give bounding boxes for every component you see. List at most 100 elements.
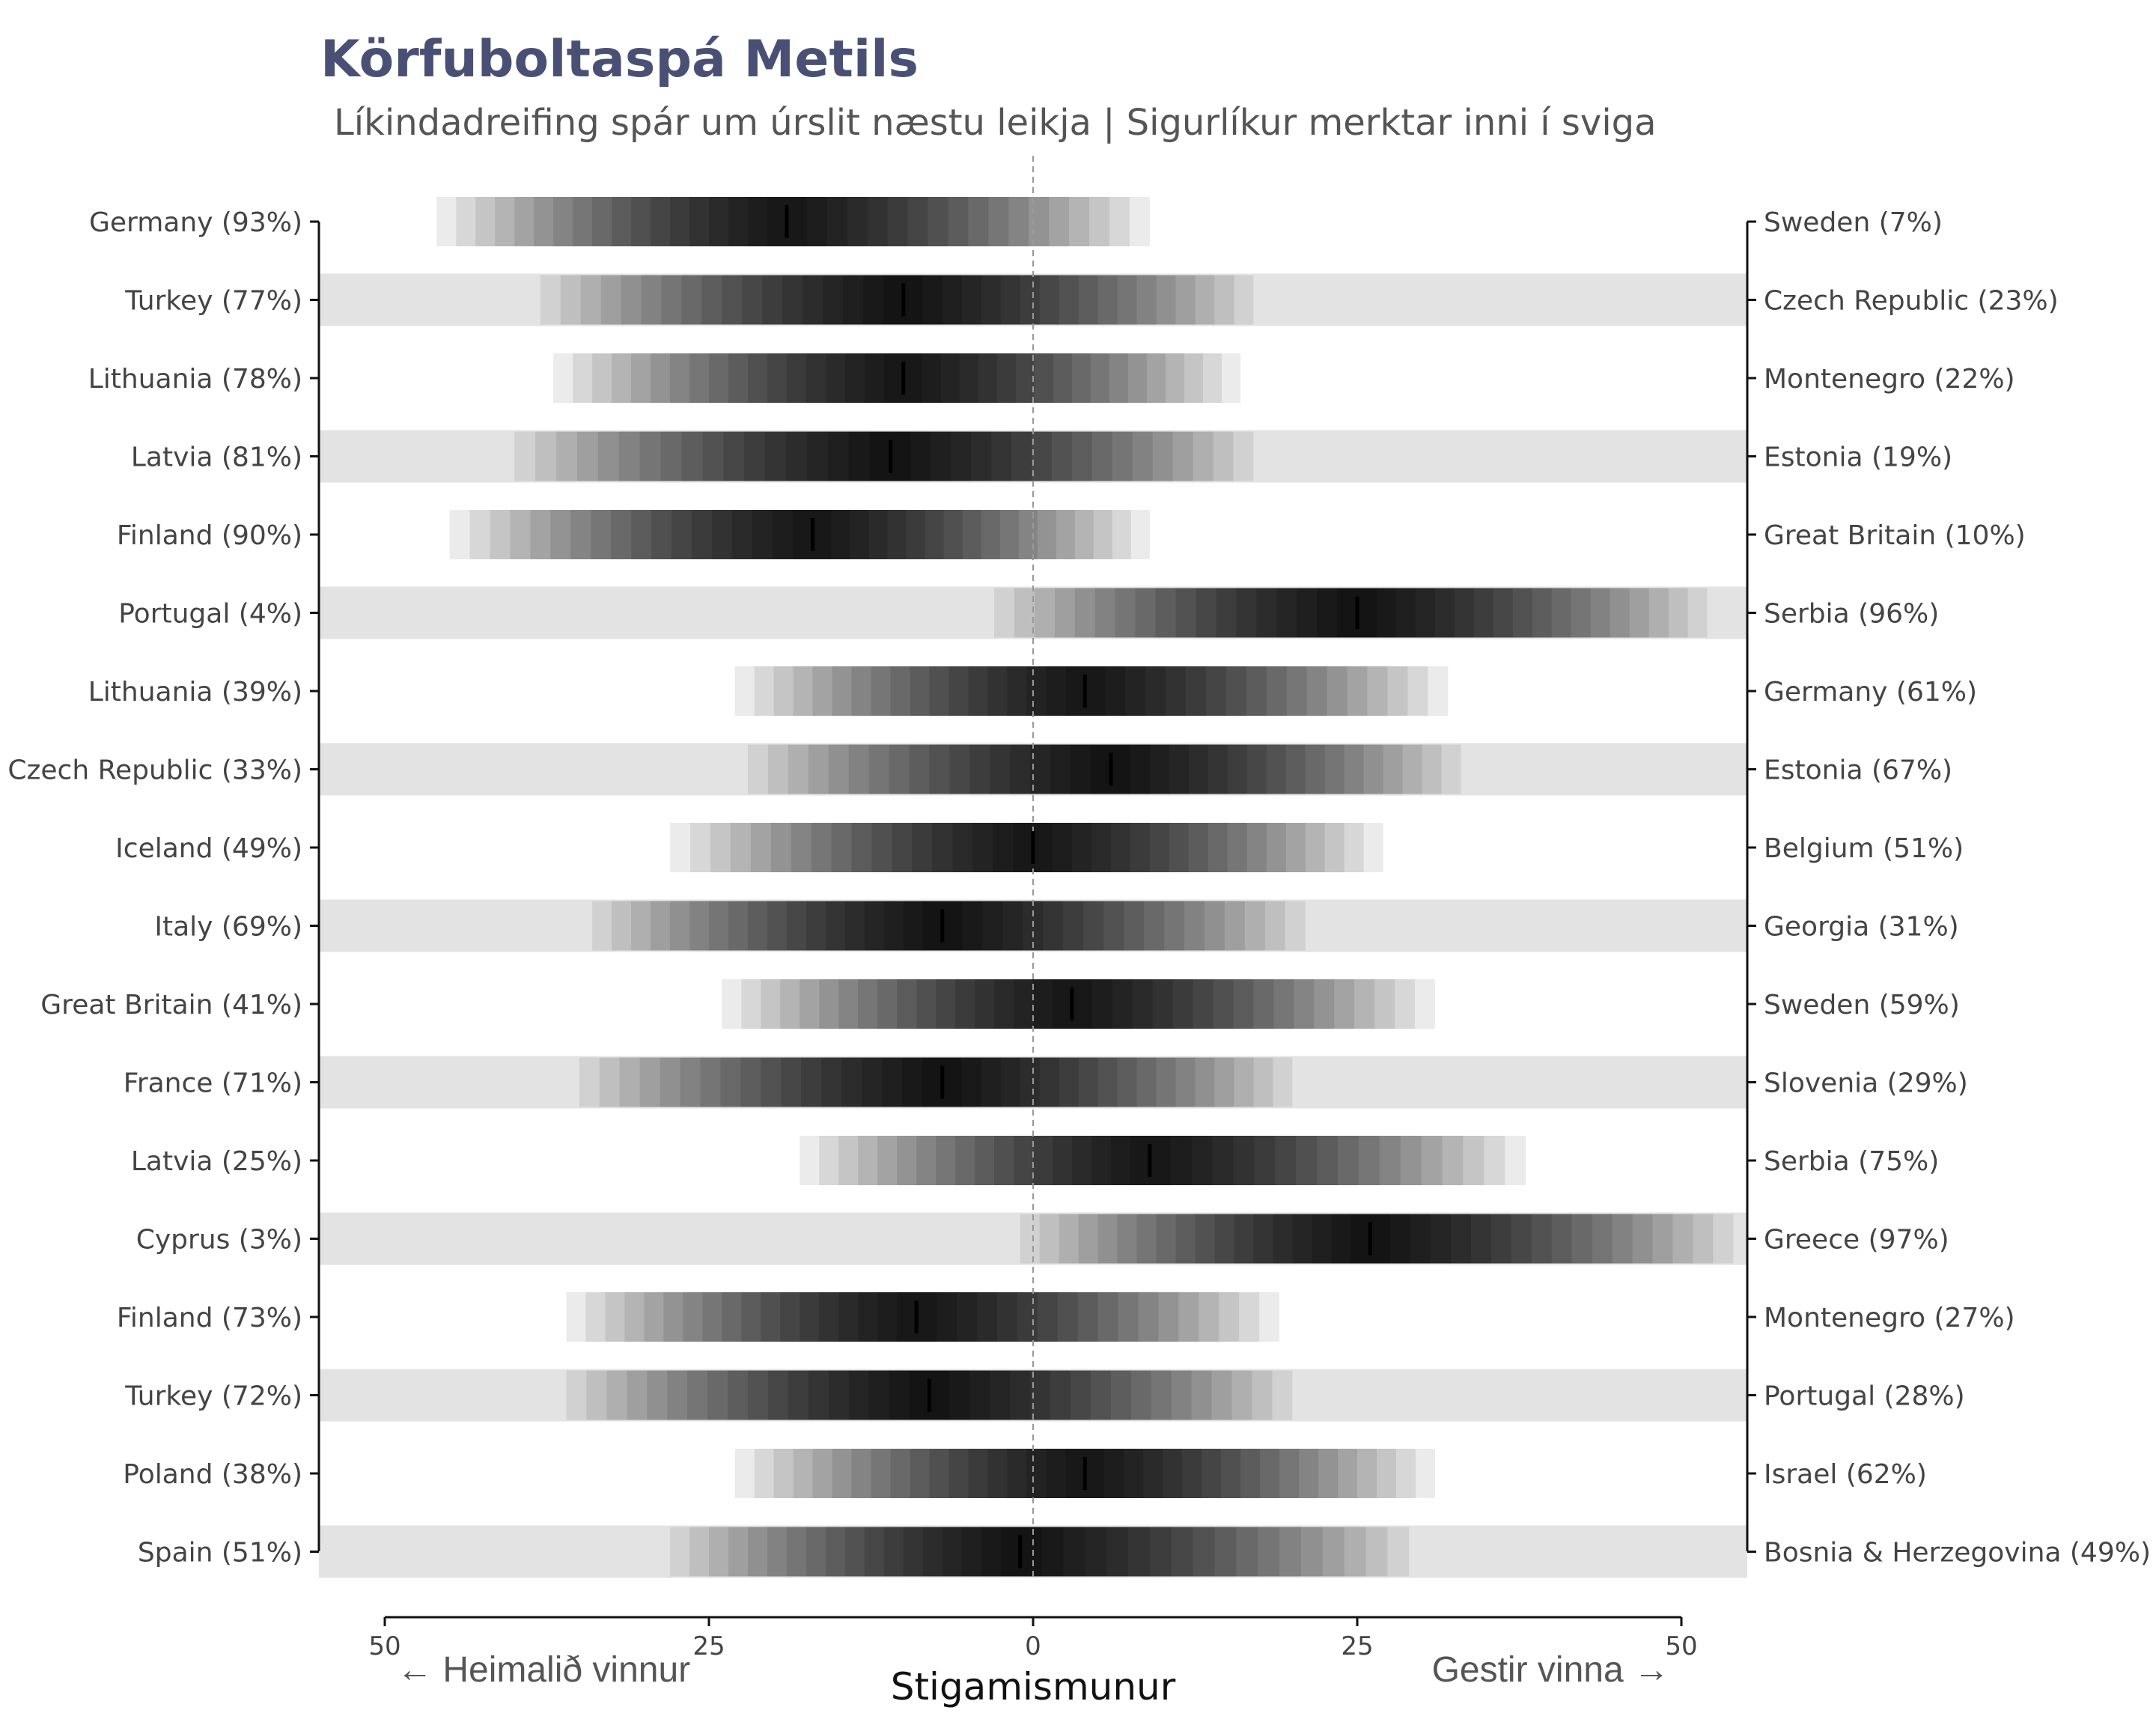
interval-segment [821, 1057, 1059, 1107]
interval-segment [1253, 1214, 1491, 1264]
interval-segment [858, 979, 1294, 1029]
interval-segment [1071, 1136, 1234, 1185]
home-team-label: Finland (73%) [117, 1303, 302, 1333]
interval-segment [819, 979, 1335, 1029]
interval-segment [871, 823, 1189, 872]
interval-segment [681, 275, 1118, 325]
interval-segment [912, 823, 1150, 872]
interval-segment [889, 744, 1325, 794]
away-team-label: Montenegro (27%) [1764, 1303, 2015, 1333]
interval-segment [553, 197, 1029, 246]
interval-segment [702, 1292, 1139, 1342]
away-team-label: Czech Republic (23%) [1764, 286, 2059, 317]
interval-segment [553, 353, 1241, 403]
interval-segment [660, 431, 1112, 481]
interval-segment [747, 744, 1461, 794]
chart-subtitle: Líkindadreifing spár um úrslit næstu lei… [334, 102, 1657, 144]
interval-segment [948, 666, 1226, 716]
interval-segment [728, 353, 1072, 403]
interval-segment [781, 1057, 1098, 1107]
prediction-interval [540, 275, 1254, 325]
interval-segment [1034, 588, 1669, 638]
interval-segment [741, 979, 1415, 1029]
interval-segment [929, 666, 1246, 716]
interval-segment [651, 901, 1245, 951]
median-markers [785, 205, 1372, 1569]
home-team-label: Turkey (77%) [124, 286, 302, 317]
away-team-label: Sweden (7%) [1764, 207, 1943, 238]
home-team-label: Germany (93%) [89, 207, 302, 238]
away-team-label: Estonia (19%) [1764, 442, 1952, 473]
interval-segment [631, 510, 981, 559]
x-tick-label: 50 [1665, 1631, 1697, 1661]
away-team-label: Slovenia (29%) [1764, 1068, 1968, 1099]
prediction-interval [994, 588, 1708, 638]
interval-segment [671, 510, 944, 559]
interval-segment [780, 1292, 1058, 1342]
away-team-label: Great Britain (10%) [1764, 520, 2026, 551]
interval-segment [731, 510, 888, 559]
interval-segment [851, 823, 1208, 872]
interval-segment [897, 979, 1254, 1029]
interval-segment [663, 1292, 1179, 1342]
interval-segment [762, 275, 1040, 325]
interval-segment [752, 510, 869, 559]
interval-segment [761, 1057, 1118, 1107]
away-team-label: Belgium (51%) [1764, 833, 1964, 864]
interval-segment [858, 1136, 1464, 1185]
interval-segment [556, 431, 1213, 481]
interval-segment [599, 1057, 1273, 1107]
interval-segment [838, 979, 1315, 1029]
away-team-label: Serbia (75%) [1764, 1146, 1939, 1177]
interval-segment [890, 666, 1287, 716]
interval-segment [819, 1136, 1505, 1185]
prediction-interval [436, 197, 1150, 246]
interval-segment [1155, 588, 1552, 638]
interval-segment [1014, 1136, 1297, 1185]
interval-segment [1054, 588, 1649, 638]
interval-segment [741, 1292, 1098, 1342]
interval-segment [597, 431, 1173, 481]
interval-segment [681, 431, 1092, 481]
interval-segment [838, 1136, 1484, 1185]
prediction-interval [579, 1057, 1293, 1107]
interval-segment [631, 353, 1166, 403]
interval-segment [949, 744, 1267, 794]
away-team-label: Germany (61%) [1764, 677, 1977, 708]
interval-segment [877, 979, 1274, 1029]
interval-segment [1196, 588, 1513, 638]
interval-segment [800, 1136, 1526, 1185]
interval-segment [591, 510, 1019, 559]
interval-segment [788, 744, 1422, 794]
interval-segment [592, 197, 989, 246]
home-team-label: Poland (38%) [123, 1459, 302, 1490]
interval-segment [510, 510, 1094, 559]
interval-segment [831, 823, 1228, 872]
interval-segment [1195, 1214, 1552, 1264]
interval-segment [611, 510, 1000, 559]
home-team-label: Latvia (25%) [131, 1146, 302, 1177]
home-team-label: Spain (51%) [138, 1538, 302, 1569]
away-team-label: Sweden (59%) [1764, 990, 1960, 1020]
interval-segment [728, 901, 1165, 951]
interval-segment [1014, 588, 1688, 638]
interval-segment [747, 901, 1145, 951]
interval-segment [660, 1057, 1215, 1107]
interval-segment [683, 1292, 1159, 1342]
prediction-interval [722, 979, 1435, 1029]
interval-segment [864, 1527, 1193, 1577]
interval-segment [969, 744, 1247, 794]
interval-segment [1020, 1214, 1734, 1264]
interval-segment [903, 1527, 1150, 1577]
interval-segment [929, 744, 1286, 794]
interval-segment [570, 510, 1038, 559]
prediction-interval [449, 510, 1150, 559]
x-tick-label: 50 [368, 1631, 401, 1661]
interval-segment [786, 901, 1104, 951]
interval-segment [1156, 1214, 1592, 1264]
interval-segment [767, 1527, 1301, 1577]
interval-segment [689, 353, 1109, 403]
interval-segment [535, 431, 1234, 481]
interval-segment [750, 823, 1306, 872]
home-team-label: Lithuania (78%) [88, 364, 302, 395]
